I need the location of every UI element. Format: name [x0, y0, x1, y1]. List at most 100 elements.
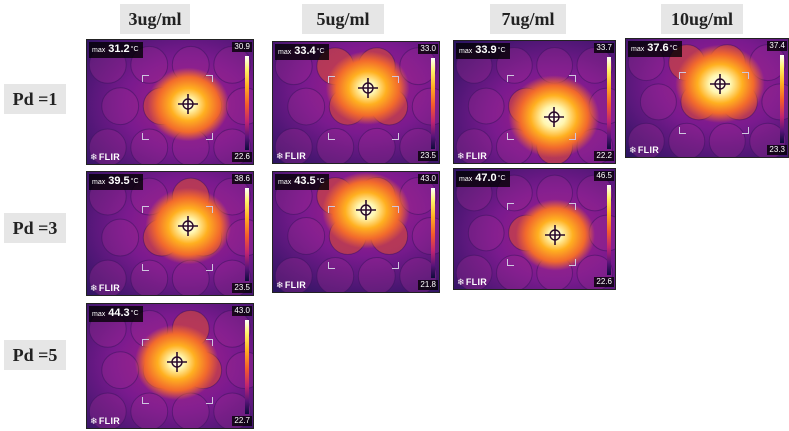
- bottle-blob: [316, 127, 355, 163]
- bottle-blob: [455, 128, 493, 163]
- bottle-blob: [357, 257, 396, 292]
- snowflake-icon: ❄: [457, 151, 465, 161]
- color-scale-bar: [245, 56, 249, 150]
- unit-label: °C: [669, 45, 678, 52]
- max-label: max: [278, 49, 292, 56]
- bottle-blob: [639, 83, 677, 121]
- scale-min-label: 22.7: [232, 416, 252, 426]
- scale-min-label: 23.3: [767, 145, 787, 155]
- crosshair-icon: [178, 94, 199, 115]
- flir-logo: ❄FLIR: [457, 151, 487, 161]
- bottle-blob: [708, 122, 746, 157]
- flir-logo: ❄FLIR: [276, 280, 306, 290]
- thermal-field: [273, 172, 439, 292]
- target-bracket: [679, 72, 687, 80]
- thermal-image: max 33.4°C 33.0 23.5 ❄FLIR: [272, 41, 440, 164]
- scale-max-label: 33.0: [418, 44, 438, 54]
- target-bracket: [568, 132, 576, 140]
- flir-logo: ❄FLIR: [276, 151, 306, 161]
- scale-max-label: 46.5: [594, 171, 614, 181]
- max-label: max: [92, 311, 106, 318]
- unit-label: °C: [130, 310, 139, 317]
- target-bracket: [507, 132, 515, 140]
- bottle-blob: [101, 351, 140, 390]
- thermal-image: max 39.5°C 38.6 23.5 ❄FLIR: [86, 171, 254, 296]
- target-bracket: [205, 74, 213, 82]
- target-bracket: [679, 127, 687, 135]
- max-temperature-readout: max 43.5°C: [275, 174, 329, 190]
- flir-brand-text: FLIR: [637, 145, 660, 155]
- scale-min-label: 22.2: [594, 151, 614, 161]
- max-temperature-readout: max 31.2°C: [89, 42, 143, 58]
- target-bracket: [327, 75, 335, 83]
- max-value: 37.6: [647, 42, 669, 54]
- max-temperature-readout: max 47.0°C: [456, 171, 510, 187]
- bottle-blob: [274, 127, 313, 163]
- max-label: max: [92, 47, 106, 54]
- max-value: 31.2: [108, 43, 130, 55]
- target-bracket: [205, 397, 213, 405]
- target-bracket: [205, 133, 213, 141]
- scale-max-label: 38.6: [232, 174, 252, 184]
- color-scale-bar: [780, 55, 784, 143]
- thermal-field: [87, 172, 253, 295]
- bottle-blob: [88, 128, 127, 164]
- max-label: max: [459, 48, 473, 55]
- max-label: max: [459, 176, 473, 183]
- color-scale-bar: [607, 185, 611, 275]
- flir-brand-text: FLIR: [465, 151, 488, 161]
- bottle-blob: [357, 127, 396, 163]
- target-bracket: [391, 132, 399, 140]
- max-value: 33.9: [475, 44, 497, 56]
- crosshair-icon: [709, 73, 730, 94]
- max-label: max: [92, 179, 106, 186]
- column-header-5ug: 5ug/ml: [302, 4, 384, 34]
- target-bracket: [141, 74, 149, 82]
- crosshair-icon: [545, 225, 566, 245]
- target-bracket: [141, 338, 149, 346]
- max-temperature-readout: max 44.3°C: [89, 306, 143, 322]
- thermal-image: max 44.3°C 43.0 22.7 ❄FLIR: [86, 303, 254, 429]
- scale-max-label: 33.7: [594, 43, 614, 53]
- target-bracket: [141, 397, 149, 405]
- unit-label: °C: [497, 47, 506, 54]
- snowflake-icon: ❄: [90, 152, 98, 162]
- unit-label: °C: [316, 48, 325, 55]
- thermal-image: max 33.9°C 33.7 22.2 ❄FLIR: [453, 40, 616, 164]
- target-bracket: [507, 75, 515, 83]
- bottle-blob: [467, 87, 505, 125]
- scale-max-label: 43.0: [232, 306, 252, 316]
- scale-min-label: 23.5: [418, 151, 438, 161]
- target-bracket: [391, 205, 399, 213]
- target-bracket: [141, 133, 149, 141]
- unit-label: °C: [130, 178, 139, 185]
- crosshair-icon: [166, 352, 187, 373]
- bottle-blob: [627, 122, 665, 157]
- max-temperature-readout: max 33.9°C: [456, 43, 510, 59]
- bottle-blob: [101, 218, 140, 257]
- bottle-blob: [274, 257, 313, 292]
- max-temperature-readout: max 33.4°C: [275, 44, 329, 60]
- snowflake-icon: ❄: [90, 416, 98, 426]
- target-bracket: [205, 338, 213, 346]
- bottle-blob: [130, 128, 169, 164]
- thermal-image: max 43.5°C 43.0 21.8 ❄FLIR: [272, 171, 440, 293]
- color-scale-bar: [607, 57, 611, 149]
- bottle-blob: [130, 392, 169, 428]
- unit-label: °C: [316, 178, 325, 185]
- bottle-blob: [316, 257, 355, 292]
- target-bracket: [741, 127, 749, 135]
- max-value: 39.5: [108, 175, 130, 187]
- bottle-blob: [495, 254, 533, 289]
- thermal-field: [273, 42, 439, 163]
- max-value: 43.5: [294, 175, 316, 187]
- snowflake-icon: ❄: [90, 283, 98, 293]
- bottle-blob: [88, 259, 127, 295]
- column-header-7ug: 7ug/ml: [490, 4, 566, 34]
- flir-logo: ❄FLIR: [90, 416, 120, 426]
- max-temperature-readout: max 39.5°C: [89, 174, 143, 190]
- target-bracket: [205, 206, 213, 214]
- color-scale-bar: [245, 320, 249, 414]
- target-bracket: [507, 259, 515, 266]
- flir-brand-text: FLIR: [98, 416, 121, 426]
